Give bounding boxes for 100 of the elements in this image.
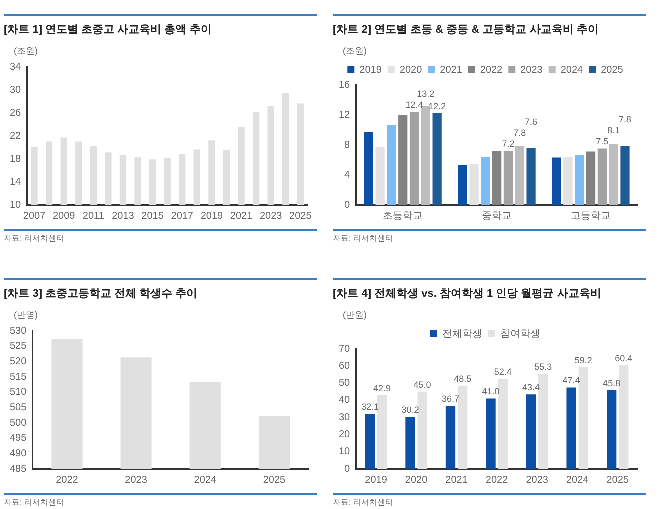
legend-label: 전체학생	[442, 328, 482, 340]
bar	[432, 114, 442, 205]
y-tick-label: 0	[344, 464, 351, 475]
data-label: 60.4	[615, 353, 633, 364]
y-tick-label: 26	[10, 108, 22, 119]
x-tick-label: 2007	[23, 210, 46, 222]
y-tick-label: 60	[339, 360, 351, 372]
chart-title: [차트 1] 연도별 초중고 사교육비 총액 추이	[4, 23, 213, 38]
y-axis-title: (조원)	[343, 45, 368, 56]
data-label: 8.1	[608, 126, 620, 136]
y-tick-label: 510	[10, 387, 28, 398]
x-tick-label: 2021	[230, 210, 254, 222]
data-label: 7.6	[525, 116, 538, 127]
text: 자료: 리서치센터	[333, 233, 394, 244]
data-label: 7.8	[514, 128, 526, 138]
bar	[575, 156, 584, 205]
y-tick-label: 530	[10, 326, 28, 337]
x-tick-label: 2025	[290, 210, 312, 222]
y-tick-label: 20	[339, 429, 351, 440]
bar	[526, 148, 536, 205]
y-tick-label: 495	[10, 433, 28, 444]
bar	[377, 395, 388, 469]
x-tick-label: 2022	[486, 474, 509, 486]
bar	[538, 374, 548, 469]
chart-title: [차트 2] 연도별 초등 & 중등 & 고등학교 사교육비 추이	[333, 23, 600, 38]
y-tick-label: 10	[10, 200, 22, 211]
y-tick-label: 12	[339, 110, 351, 121]
y-tick-label: 525	[10, 341, 28, 352]
bar	[564, 157, 573, 205]
y-axis-title: (만명)	[14, 309, 39, 320]
data-label: 45.8	[603, 378, 621, 388]
y-tick-label: 485	[10, 464, 28, 475]
x-tick-label: 고등학교	[571, 210, 612, 222]
y-tick-label: 500	[10, 418, 28, 429]
data-label: 45.0	[414, 380, 432, 390]
x-tick-label: 2019	[200, 210, 224, 222]
data-label: 43.4	[522, 382, 540, 393]
bar	[619, 365, 629, 469]
data-label: 52.4	[494, 367, 512, 378]
y-axis-title: (조원)	[14, 45, 39, 56]
x-tick-label: 2023	[125, 474, 148, 486]
y-tick-label: 30	[339, 412, 351, 424]
y-tick-label: 10	[339, 446, 351, 458]
y-tick-label: 16	[339, 80, 351, 91]
text: 자료: 리서치센터	[4, 233, 66, 244]
y-tick-label: 520	[10, 356, 28, 368]
data-label: 7.8	[618, 114, 632, 125]
x-tick-label: 2025	[606, 474, 630, 486]
legend-label: 2019	[360, 64, 382, 76]
bar	[566, 388, 576, 469]
y-tick-label: 22	[10, 130, 22, 142]
bar	[606, 390, 617, 469]
x-tick-label: 2021	[446, 474, 468, 486]
x-tick-label: 2023	[526, 474, 549, 486]
x-tick-label: 중학교	[482, 210, 512, 222]
legend-label: 2024	[560, 64, 584, 76]
bar	[418, 392, 428, 469]
y-tick-label: 14	[10, 176, 22, 188]
x-tick-label: 2024	[194, 474, 217, 486]
data-label: 12.2	[428, 101, 446, 112]
y-tick-label: 40	[339, 395, 351, 406]
legend-label: 2021	[440, 64, 463, 76]
x-tick-label: 2023	[260, 210, 283, 222]
data-label: 42.9	[374, 383, 392, 394]
bar	[586, 152, 596, 205]
bar	[486, 398, 496, 469]
bar	[578, 368, 588, 469]
legend-label: 2022	[480, 64, 504, 76]
x-tick-label: 2009	[52, 210, 76, 222]
data-label: 47.4	[562, 376, 580, 386]
bar	[492, 151, 502, 205]
bar	[526, 394, 536, 469]
y-tick-label: 30	[10, 84, 22, 96]
bar	[406, 417, 416, 469]
bar	[364, 132, 374, 205]
y-tick-label: 515	[10, 372, 28, 383]
legend-label: 2025	[601, 64, 624, 76]
bar	[458, 165, 468, 205]
y-tick-label: 0	[344, 200, 351, 211]
bar	[552, 158, 562, 205]
x-tick-label: 2011	[82, 210, 105, 222]
bar	[398, 115, 408, 205]
y-tick-label: 490	[10, 448, 28, 460]
x-tick-label: 2025	[263, 474, 286, 486]
bar	[387, 126, 396, 205]
bar	[365, 414, 376, 469]
legend-label: 2023	[520, 64, 544, 76]
bar	[498, 379, 508, 469]
x-tick-label: 2015	[142, 210, 164, 222]
legend-label: 참여학생	[500, 328, 540, 340]
x-tick-label: 초등학교	[383, 210, 424, 222]
data-label: 7.5	[596, 136, 609, 147]
bar	[481, 157, 490, 205]
x-tick-label: 2024	[566, 474, 590, 486]
bar	[620, 146, 630, 205]
data-label: 55.3	[534, 362, 552, 372]
bar	[458, 386, 468, 469]
bar	[410, 112, 420, 205]
bar	[376, 147, 385, 205]
y-tick-label: 4	[344, 170, 351, 181]
